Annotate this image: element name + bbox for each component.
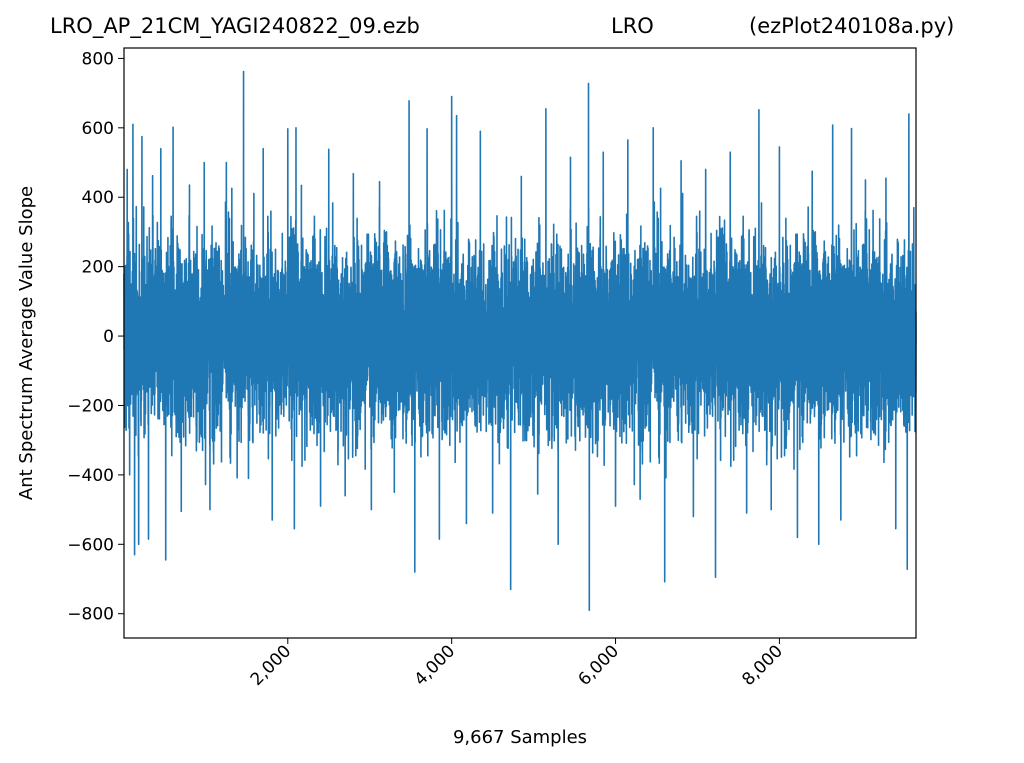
x-axis-label: 9,667 Samples <box>453 727 587 748</box>
y-tick-label: −600 <box>67 535 114 555</box>
chart-title-filename: LRO_AP_21CM_YAGI240822_09.ezb <box>50 14 420 38</box>
x-tick-label: 4,000 <box>411 641 460 690</box>
signal-series-line <box>123 70 917 612</box>
y-axis-label: Ant Spectrum Average Value Slope <box>16 186 37 500</box>
x-tick-label: 2,000 <box>247 641 296 690</box>
x-axis: 2,000 4,000 6,000 8,000 <box>247 638 787 690</box>
y-axis: −800 −600 −400 −200 0 200 400 600 800 <box>67 49 124 625</box>
y-tick-label: −800 <box>67 605 114 625</box>
y-tick-label: 200 <box>82 258 114 278</box>
chart-title-script: (ezPlot240108a.py) <box>749 14 955 38</box>
y-tick-label: −400 <box>67 466 114 486</box>
y-tick-label: 800 <box>82 49 114 69</box>
chart-title-station: LRO <box>611 14 654 38</box>
x-tick-label: 8,000 <box>738 641 787 690</box>
x-tick-label: 6,000 <box>575 641 624 690</box>
y-tick-label: 400 <box>82 188 114 208</box>
signal-trace-layer <box>123 70 917 612</box>
y-tick-label: 0 <box>103 327 114 347</box>
y-tick-label: 600 <box>82 119 114 139</box>
y-tick-label: −200 <box>67 396 114 416</box>
axes-frame <box>123 47 917 639</box>
